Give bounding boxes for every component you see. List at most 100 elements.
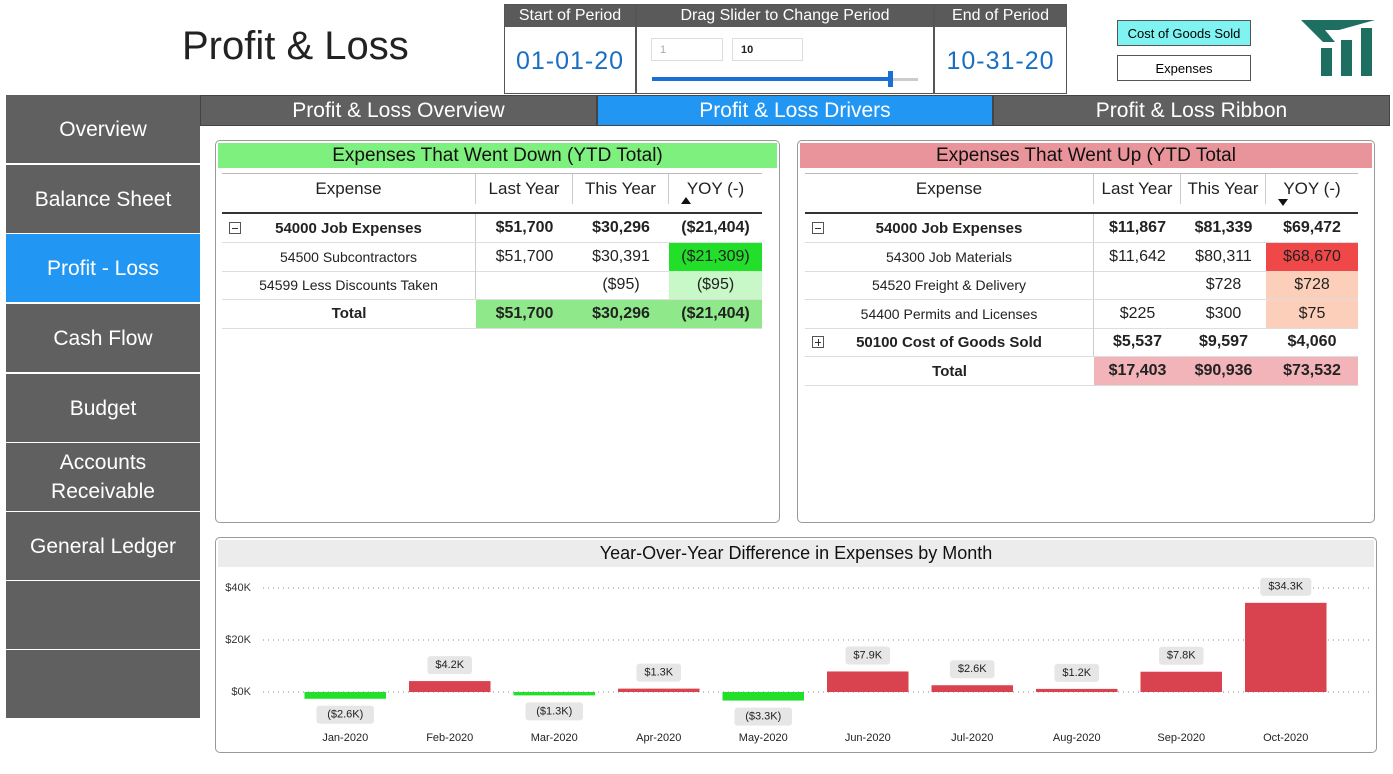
header-rule [222,212,762,214]
x-tick-label: Feb-2020 [426,732,473,744]
value-label: ($1.3K) [536,705,572,717]
logo-bar [1321,48,1332,76]
row-label: 54599 Less Discounts Taken [222,271,476,300]
start-box: Start of Period 01-01-20 [504,4,636,94]
start-label: Start of Period [505,5,635,27]
row-rule [222,270,762,272]
sort-arrow [1278,199,1288,206]
slider-label: Drag Slider to Change Period [637,5,933,27]
cell-value: $11,642 [1109,247,1166,265]
expand-icon [229,222,241,234]
nav-item[interactable]: General Ledger [6,512,200,580]
slider-box: Drag Slider to Change Period 1 10 [636,4,934,94]
nav-item[interactable]: Cash Flow [6,304,200,372]
value-label: ($2.6K) [327,709,363,721]
cell-value: $225 [1119,304,1156,322]
up-title: Expenses That Went Up (YTD Total [800,143,1372,168]
slider-min[interactable]: 1 [651,38,723,61]
column-header: YOY (-) [686,179,745,198]
y-tick-label: $20K [225,634,251,646]
cell-value: $73,532 [1266,357,1358,385]
y-tick-label: $0K [231,686,251,698]
cell-value: $69,472 [1283,219,1341,236]
cell-value: ($95) [602,276,640,294]
row-label: 54000 Job Expenses [222,214,476,242]
value-label-bg [734,707,792,726]
cell-value: ($95) [669,271,762,300]
start-date: 01-01-20 [515,46,625,75]
page-title: Profit & Loss [182,24,409,68]
row-label: Total [331,305,367,323]
cell-value: $30,296 [592,219,650,236]
nav-item[interactable]: Profit - Loss [6,234,200,302]
table-top-rule [222,173,762,174]
bar [1140,671,1223,692]
tab[interactable]: Profit & Loss Drivers [597,95,993,126]
bar [826,671,909,692]
value-label: $2.6K [958,663,987,675]
x-tick-label: Oct-2020 [1263,732,1308,744]
cell-value: $4,060 [1287,333,1337,351]
bar [1035,688,1118,692]
nav-item[interactable]: Accounts Receivable [6,443,200,511]
column-header: Last Year [1094,174,1181,204]
end-label: End of Period [935,5,1066,27]
cell-value: $68,670 [1266,242,1358,271]
row-label: 54500 Subcontractors [222,242,476,271]
value-label: $7.8K [1167,650,1196,662]
down-title: Expenses That Went Down (YTD Total) [218,143,777,168]
cell-value: $5,537 [1113,333,1162,351]
x-tick-label: Sep-2020 [1157,732,1205,744]
y-tick-label: $40K [225,582,251,594]
cell-value: $17,403 [1094,357,1181,385]
slider-handle[interactable] [888,71,893,87]
row-rule [805,385,1358,386]
bar [513,692,596,696]
column-header: This Year [573,174,669,204]
nav-item [6,581,200,649]
bar [304,692,387,699]
cell-value [1094,271,1181,299]
x-tick-label: Jan-2020 [322,732,368,744]
x-tick-label: Aug-2020 [1053,732,1101,744]
row-label: 54520 Freight & Delivery [805,271,1094,300]
table-top-rule [805,173,1358,174]
column-header: Last Year [476,174,573,204]
bar [931,685,1014,692]
value-label-bg [525,702,583,721]
nav-item[interactable]: Overview [6,95,200,163]
cell-value: $11,867 [1109,219,1166,236]
expand-icon [812,336,824,349]
slider-fill [652,77,892,81]
bar [617,688,700,692]
row-label: 54300 Job Materials [805,242,1094,271]
cell-value: $80,311 [1195,247,1252,265]
value-label: $1.2K [1062,667,1091,679]
nav-item[interactable]: Balance Sheet [6,165,200,233]
column-header: This Year [1181,174,1266,204]
expenses-button[interactable]: Expenses [1117,55,1251,81]
x-tick-label: Jul-2020 [951,732,993,744]
row-label: 50100 Cost of Goods Sold [805,328,1094,357]
cogs-button[interactable]: Cost of Goods Sold [1117,20,1251,46]
value-label-bg [316,705,374,724]
nav-item[interactable]: Budget [6,374,200,442]
row-label: 54000 Job Expenses [805,214,1094,242]
row-rule [805,299,1358,301]
value-label-bg [845,646,890,665]
tab[interactable]: Profit & Loss Ribbon [993,95,1390,126]
value-label-bg [1159,646,1204,665]
cell-value [476,271,573,299]
bar [722,692,805,701]
slider-max[interactable]: 10 [732,38,803,61]
value-label-bg [636,663,681,682]
cell-value: $9,597 [1199,333,1248,351]
value-label-bg [950,660,995,679]
icon-v [818,339,819,347]
row-rule [805,327,1358,329]
cell-value: ($21,309) [669,242,762,271]
tab[interactable]: Profit & Loss Overview [200,95,597,126]
column-header: Expense [805,174,1094,204]
cell-value: $30,296 [573,299,669,328]
icon-h [815,228,821,229]
